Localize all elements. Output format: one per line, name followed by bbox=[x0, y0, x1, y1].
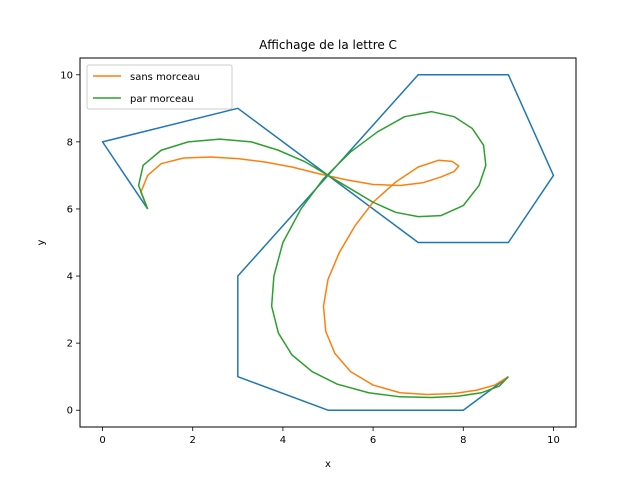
plot-frame bbox=[79, 57, 577, 428]
ticks-layer: 0 2 4 6 8 10 0 2 4 6 8 10 bbox=[60, 70, 560, 446]
x-tick-label: 4 bbox=[280, 435, 286, 446]
y-tick-label: 6 bbox=[67, 204, 73, 215]
series-layer bbox=[101, 74, 555, 411]
y-tick-label: 4 bbox=[67, 272, 73, 283]
x-tick-label: 8 bbox=[460, 435, 466, 446]
x-axis-label: x bbox=[325, 459, 331, 470]
x-tick-label: 10 bbox=[547, 435, 560, 446]
x-tick-label: 2 bbox=[190, 435, 196, 446]
y-tick-label: 10 bbox=[60, 70, 73, 81]
legend: sans morceau par morceau bbox=[86, 64, 233, 110]
y-tick-label: 0 bbox=[67, 406, 73, 417]
series-line-0 bbox=[101, 74, 555, 411]
legend-label: sans morceau bbox=[130, 72, 200, 83]
series-line-2 bbox=[137, 110, 509, 399]
y-tick-label: 2 bbox=[67, 339, 73, 350]
y-tick-label: 8 bbox=[67, 137, 73, 148]
legend-box bbox=[86, 64, 233, 110]
y-axis-label: y bbox=[36, 239, 47, 245]
series-line-1 bbox=[140, 156, 509, 396]
x-tick-label: 0 bbox=[99, 435, 105, 446]
legend-label: par morceau bbox=[130, 94, 194, 105]
x-tick-label: 6 bbox=[370, 435, 376, 446]
chart-title: Affichage de la lettre C bbox=[259, 38, 397, 52]
